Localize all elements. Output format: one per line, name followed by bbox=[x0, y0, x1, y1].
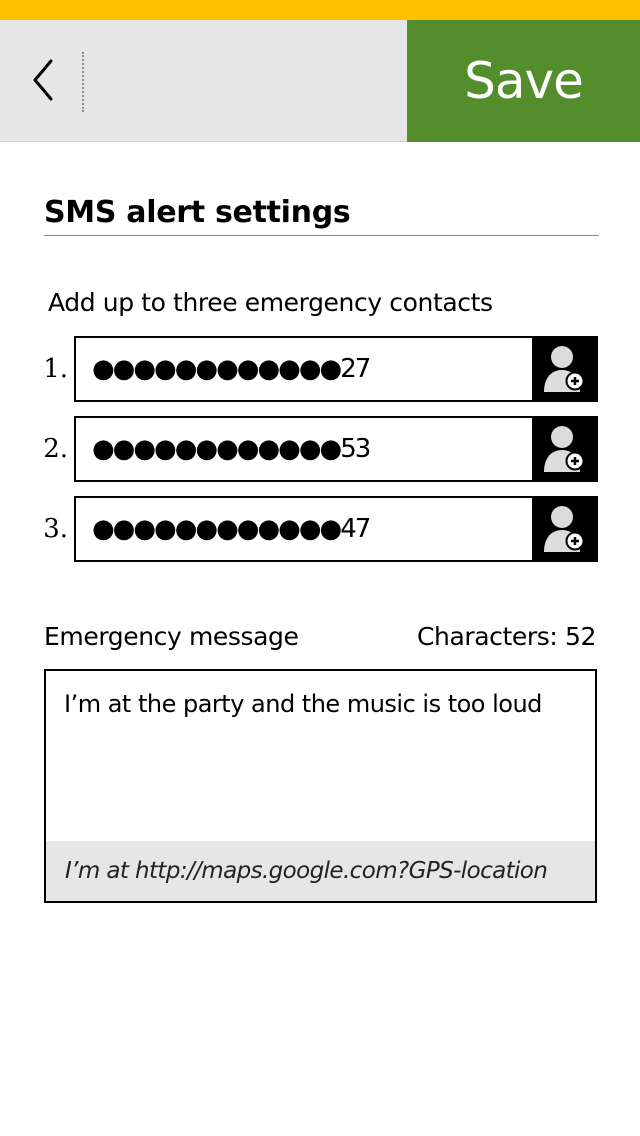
header-left-panel bbox=[0, 20, 407, 142]
character-count: Characters: 52 bbox=[416, 622, 596, 651]
back-button[interactable] bbox=[18, 48, 66, 112]
contact-phone-value: ●●●●●●●●●●●●47 bbox=[92, 514, 371, 544]
location-suffix: I’m at http://maps.google.com?GPS-locati… bbox=[65, 858, 548, 884]
contact-row-2: 2. ●●●●●●●●●●●●53 bbox=[0, 416, 640, 482]
contact-picker-button-1[interactable] bbox=[532, 338, 596, 400]
title-divider bbox=[44, 235, 599, 236]
save-button[interactable]: Save bbox=[407, 20, 640, 142]
message-location-footer: I’m at http://maps.google.com?GPS-locati… bbox=[46, 841, 595, 901]
header-divider bbox=[82, 52, 84, 112]
message-text[interactable]: I’m at the party and the music is too lo… bbox=[64, 690, 542, 718]
contact-phone-field-1[interactable]: ●●●●●●●●●●●●27 bbox=[74, 336, 598, 402]
contact-phone-field-3[interactable]: ●●●●●●●●●●●●47 bbox=[74, 496, 598, 562]
header-bar: Save bbox=[0, 20, 640, 142]
add-contact-icon bbox=[544, 426, 585, 472]
message-textarea[interactable]: I’m at the party and the music is too lo… bbox=[44, 669, 597, 903]
contact-row-3: 3. ●●●●●●●●●●●●47 bbox=[0, 496, 640, 562]
contact-row-1: 1. ●●●●●●●●●●●●27 bbox=[0, 336, 640, 402]
contact-number-label: 2. bbox=[43, 434, 68, 464]
contact-picker-button-2[interactable] bbox=[532, 418, 596, 480]
message-label: Emergency message bbox=[44, 622, 299, 651]
contacts-hint: Add up to three emergency contacts bbox=[48, 288, 493, 317]
contact-picker-button-3[interactable] bbox=[532, 498, 596, 560]
contact-number-label: 3. bbox=[43, 514, 68, 544]
contact-number-label: 1. bbox=[43, 354, 68, 384]
contact-phone-value: ●●●●●●●●●●●●27 bbox=[92, 354, 371, 384]
add-contact-icon bbox=[544, 346, 585, 392]
page-title: SMS alert settings bbox=[44, 195, 351, 230]
chevron-left-icon bbox=[33, 59, 53, 101]
status-bar bbox=[0, 0, 640, 20]
contact-phone-value: ●●●●●●●●●●●●53 bbox=[92, 434, 371, 464]
add-contact-icon bbox=[544, 506, 585, 552]
contact-phone-field-2[interactable]: ●●●●●●●●●●●●53 bbox=[74, 416, 598, 482]
